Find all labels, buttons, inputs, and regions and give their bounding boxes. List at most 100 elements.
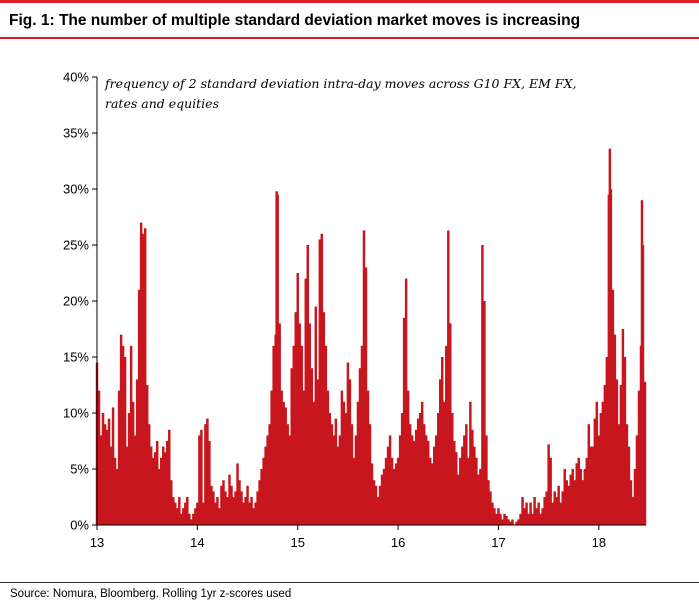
bar: [465, 424, 468, 525]
bar: [619, 385, 623, 525]
bar: [561, 491, 564, 525]
bar: [509, 521, 512, 525]
bar: [631, 497, 635, 525]
x-tick-label: 16: [391, 535, 405, 550]
bar: [272, 345, 275, 525]
bar: [565, 480, 568, 525]
bar: [308, 323, 312, 525]
bar: [577, 457, 580, 525]
bar: [352, 457, 356, 525]
bar: [627, 446, 631, 525]
bar: [194, 508, 197, 525]
bar: [204, 424, 207, 525]
bar: [406, 390, 410, 525]
bar: [141, 233, 145, 526]
bar: [196, 502, 199, 525]
bar: [226, 497, 229, 525]
bar: [320, 233, 324, 526]
bar: [641, 245, 645, 525]
bar: [435, 435, 438, 525]
bar: [559, 502, 562, 525]
bar: [362, 230, 366, 525]
bar: [447, 230, 450, 525]
bar: [583, 469, 587, 525]
bar: [107, 418, 111, 525]
bar: [346, 362, 350, 525]
bar: [176, 508, 179, 525]
bar: [414, 429, 418, 525]
bar: [147, 424, 151, 525]
bar: [264, 446, 267, 525]
bar: [282, 401, 285, 525]
bar: [129, 345, 133, 525]
bar: [230, 485, 233, 525]
bar: [326, 390, 330, 525]
bar: [178, 497, 181, 525]
bar: [236, 463, 239, 525]
bar: [374, 485, 378, 525]
bar: [312, 401, 316, 525]
bar: [527, 513, 530, 525]
bar: [394, 463, 398, 525]
bar: [276, 194, 279, 525]
bar: [597, 435, 601, 525]
bar: [145, 385, 149, 525]
bar: [617, 424, 621, 525]
bar: [517, 519, 520, 525]
bar: [569, 474, 572, 525]
bar: [143, 228, 147, 525]
bar: [573, 480, 576, 525]
bar: [168, 429, 171, 525]
bar: [432, 446, 436, 525]
bar: [545, 491, 548, 525]
bar: [408, 424, 412, 525]
bar: [111, 407, 115, 525]
bar: [328, 413, 332, 525]
bar: [119, 334, 123, 525]
bar: [493, 508, 496, 525]
bar: [420, 401, 424, 525]
bar: [212, 491, 215, 525]
bar: [258, 480, 261, 525]
bar: [278, 323, 281, 525]
bar: [457, 474, 460, 525]
bar: [404, 278, 408, 525]
bar: [336, 446, 340, 525]
bar: [266, 435, 269, 525]
bar: [615, 379, 619, 525]
bar: [643, 381, 647, 525]
bar: [621, 329, 625, 525]
bar: [103, 424, 107, 525]
y-tick-label: 5%: [70, 462, 89, 477]
bar: [603, 385, 607, 525]
bar: [481, 245, 484, 525]
bar: [105, 429, 109, 525]
bar: [242, 502, 245, 525]
bar: [445, 345, 448, 525]
bar: [314, 306, 318, 525]
bar: [591, 446, 595, 525]
bar: [418, 413, 422, 525]
bar: [551, 502, 554, 525]
bar: [424, 435, 428, 525]
bar: [113, 457, 117, 525]
bar: [422, 424, 426, 525]
y-tick-label: 10%: [63, 406, 89, 421]
bar: [324, 345, 328, 525]
bar: [461, 446, 464, 525]
bar: [240, 491, 243, 525]
y-tick-label: 0%: [70, 518, 89, 533]
bar: [519, 513, 522, 525]
bar: [186, 497, 189, 525]
bar: [248, 502, 251, 525]
figure-title: Fig. 1: The number of multiple standard …: [9, 12, 581, 29]
bar: [238, 480, 241, 525]
bar: [188, 513, 191, 525]
bar: [449, 323, 452, 525]
y-tick-label: 25%: [63, 238, 89, 253]
bar: [270, 390, 273, 525]
title-rule: [0, 37, 699, 39]
x-tick-label: 17: [491, 535, 505, 550]
bar: [557, 485, 560, 525]
bar: [605, 357, 609, 525]
